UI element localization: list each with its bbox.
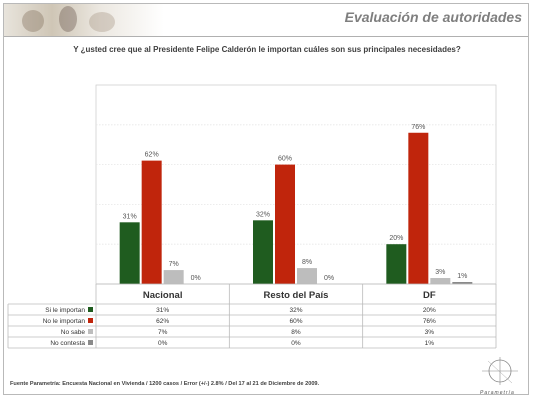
category-label: DF [423,290,436,301]
data-label: 31% [123,213,137,220]
survey-question: Y ¿usted cree que al Presidente Felipe C… [73,45,461,54]
category-label: Nacional [143,290,183,301]
legend-swatch [88,318,93,323]
data-label: 32% [256,211,270,218]
data-label: 60% [278,156,292,163]
bar [119,222,140,284]
bar [297,268,317,284]
legend-label: Si le importan [45,307,85,314]
table-cell-value: 1% [425,340,435,347]
table-cell-value: 32% [289,307,302,314]
bar [275,164,295,284]
table-cell-value: 60% [289,318,302,325]
legend-swatch [88,340,93,345]
source-footnote: Fuente Parametría: Encuesta Nacional en … [10,381,320,387]
legend-swatch [88,307,93,312]
table-cell-value: 3% [425,329,435,336]
category-label: Resto del País [264,290,329,301]
data-label: 3% [435,269,445,276]
data-label: 0% [191,275,201,282]
data-label: 0% [324,275,334,282]
table-cell-value: 20% [423,307,436,314]
data-label: 1% [457,273,467,280]
header-divider [4,36,528,37]
table-cell-value: 62% [156,318,169,325]
bar [253,220,273,284]
bar [141,160,162,284]
data-label: 62% [145,152,159,159]
legend-swatch [88,329,93,334]
data-label: 20% [389,235,403,242]
data-label: 76% [411,124,425,131]
section-title: Evaluación de autoridades [344,9,522,25]
logo-text: Parametría [480,390,515,396]
bar [452,282,473,284]
parametria-logo [482,357,518,385]
legend-label: No le importan [43,318,86,325]
bar [386,244,407,284]
table-cell-value: 0% [291,340,301,347]
data-label: 8% [302,259,312,266]
table-cell-value: 31% [156,307,169,314]
legend-label: No sabe [61,329,86,336]
bar [430,278,451,284]
legend-label: No contesta [50,340,85,347]
table-cell-value: 0% [158,340,168,347]
header-photo [4,4,164,36]
table-cell-value: 7% [158,329,168,336]
table-cell-value: 76% [423,318,436,325]
table-cell-value: 8% [291,329,301,336]
bar [163,270,184,284]
data-label: 7% [169,261,179,268]
bar [408,132,429,284]
